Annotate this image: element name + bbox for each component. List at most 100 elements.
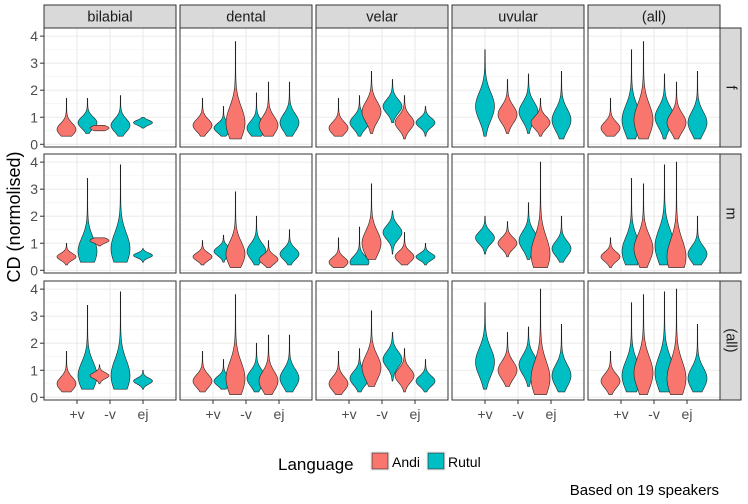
- violin-rutul: [415, 359, 436, 393]
- violin-rutul: [110, 164, 131, 263]
- violin-andi: [497, 332, 518, 387]
- y-tick-label: 1: [30, 362, 38, 378]
- x-tick-label: +v: [613, 406, 628, 422]
- violin-andi: [56, 351, 77, 393]
- column-strip-label: uvular: [498, 10, 538, 26]
- y-axes: 0 1 2 3 4 0 1 2 3 4 0 1 2 3 4: [30, 28, 44, 405]
- violin-rutul: [475, 49, 495, 137]
- violin-rutul: [687, 70, 708, 140]
- violin-andi: [258, 240, 279, 268]
- violin-andi: [530, 161, 551, 268]
- violin-rutul: [415, 242, 436, 266]
- column-strip-label: bilabial: [87, 10, 132, 26]
- violin-rutul: [415, 106, 436, 137]
- violin-andi: [328, 351, 349, 395]
- violin-rutul: [279, 81, 300, 137]
- x-tick-label: ej: [410, 406, 421, 422]
- column-strip: uvular: [451, 4, 585, 29]
- column-strip: velar: [315, 4, 449, 29]
- violin-andi: [361, 70, 382, 134]
- legend-label: Rutul: [448, 454, 481, 470]
- panel-border: [43, 153, 177, 274]
- violin-andi: [89, 364, 110, 385]
- legend-label: Andi: [392, 454, 420, 470]
- row-strip-label: f: [723, 85, 739, 90]
- violin-andi: [666, 161, 687, 268]
- violin-andi: [394, 348, 415, 393]
- violin-rutul: [133, 248, 153, 263]
- violin-rutul: [475, 215, 495, 255]
- violin-andi: [192, 351, 213, 393]
- column-strip-label: (all): [642, 10, 666, 26]
- x-tick-label: +v: [69, 406, 84, 422]
- violin-andi: [666, 81, 687, 140]
- strip-background: [315, 4, 449, 29]
- x-tick-label: -v: [648, 406, 660, 422]
- x-tick-label: ej: [138, 406, 149, 422]
- y-tick-label: 1: [30, 109, 38, 125]
- violin-rutul: [551, 215, 572, 263]
- y-tick-label: 0: [30, 262, 38, 278]
- y-tick-label: 3: [30, 181, 38, 197]
- violin-andi: [394, 95, 415, 140]
- violin-rutul: [382, 210, 403, 255]
- violin-rutul: [279, 229, 300, 266]
- strip-background: [43, 4, 177, 29]
- x-tick-label: ej: [546, 406, 557, 422]
- violin-andi: [497, 221, 518, 258]
- violin-andi: [192, 240, 213, 266]
- legend-swatch: [427, 452, 445, 470]
- violin-rutul: [77, 305, 98, 390]
- violin-andi: [361, 310, 382, 387]
- violin-andi: [633, 183, 654, 268]
- violin-rutul: [654, 164, 675, 266]
- violin-rutul: [687, 215, 708, 266]
- violin-andi: [633, 41, 654, 140]
- violin-andi: [600, 351, 621, 395]
- violin-andi: [192, 98, 213, 137]
- facet-panels: [43, 27, 721, 401]
- violin-andi: [225, 41, 246, 140]
- caption: Based on 19 speakers: [570, 482, 719, 499]
- y-tick-label: 2: [30, 82, 38, 98]
- violin-rutul: [382, 332, 403, 382]
- strip-background: [587, 4, 721, 29]
- facet-strips: bilabial dental velar uvular (all) f m (all): [43, 4, 742, 401]
- strip-background: [451, 4, 585, 29]
- y-axis-label: CD (normolised): [4, 151, 24, 282]
- violin-rutul: [77, 98, 98, 134]
- violin-andi: [666, 288, 687, 395]
- violin-rutul: [551, 323, 572, 393]
- legend-title: Language: [278, 455, 354, 474]
- y-tick-label: 4: [30, 154, 38, 170]
- strip-background: [719, 280, 742, 401]
- violin-andi: [328, 98, 349, 137]
- x-tick-label: -v: [240, 406, 252, 422]
- violin-rutul: [110, 95, 131, 137]
- violin-andi: [361, 183, 382, 260]
- y-tick-label: 0: [30, 136, 38, 152]
- violin-rutul: [133, 369, 153, 390]
- x-tick-label: +v: [477, 406, 492, 422]
- violin-rutul: [382, 79, 403, 123]
- violin-andi: [56, 98, 77, 137]
- violin-andi: [497, 79, 518, 134]
- violin-rutul: [246, 215, 267, 266]
- row-strip-label: (all): [723, 328, 739, 352]
- violin-andi: [225, 191, 246, 268]
- violin-rutul: [349, 226, 370, 266]
- panel-border: [315, 153, 449, 274]
- x-tick-label: -v: [104, 406, 116, 422]
- violin-andi: [258, 81, 279, 137]
- violin-andi: [394, 232, 415, 266]
- x-tick-label: +v: [341, 406, 356, 422]
- strip-background: [719, 153, 742, 274]
- panel-border: [179, 153, 313, 274]
- violin-rutul: [279, 334, 300, 393]
- violin-andi: [258, 334, 279, 395]
- violin-andi: [328, 237, 349, 268]
- violin-andi: [600, 237, 621, 268]
- legend-item-andi: Andi: [370, 451, 420, 471]
- y-tick-label: 3: [30, 55, 38, 71]
- column-strip-label: velar: [366, 10, 398, 26]
